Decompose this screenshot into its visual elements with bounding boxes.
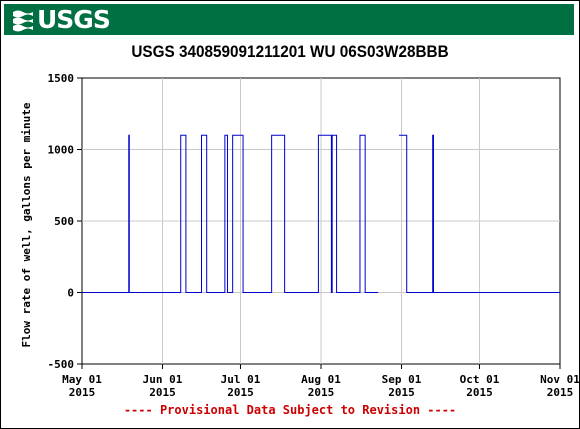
chart-title: USGS 340859091211201 WU 06S03W28BBB [131, 42, 449, 61]
y-axis-label: Flow rate of well, gallons per minute [20, 102, 33, 347]
y-tick-label: 1000 [48, 144, 75, 157]
x-tick-label: Jun 01 [143, 373, 183, 386]
x-tick-label: May 01 [62, 373, 102, 386]
y-tick-label: 0 [67, 287, 74, 300]
usgs-banner: USGS [4, 4, 574, 35]
x-tick-label: Aug 01 [301, 373, 341, 386]
x-tick-label: Oct 01 [460, 373, 500, 386]
x-tick-year-label: 2015 [466, 386, 493, 399]
usgs-logo[interactable]: USGS [12, 5, 111, 34]
x-tick-year-label: 2015 [149, 386, 176, 399]
x-tick-year-label: 2015 [547, 386, 574, 399]
series-line [398, 134, 560, 293]
y-tick-label: 500 [54, 215, 74, 228]
series-line [82, 134, 379, 293]
y-tick-label: -500 [48, 358, 75, 371]
x-tick-year-label: 2015 [227, 386, 254, 399]
x-tick-year-label: 2015 [69, 386, 96, 399]
usgs-logo-text: USGS [37, 5, 111, 34]
x-tick-label: Nov 01 [540, 373, 580, 386]
y-tick-label: 1500 [48, 72, 75, 85]
usgs-wave-icon [13, 10, 33, 31]
provisional-footnote: ---- Provisional Data Subject to Revisio… [123, 403, 457, 417]
y-axis: -500 0 500 1000 1500 [48, 72, 82, 371]
x-tick-year-label: 2015 [308, 386, 335, 399]
x-tick-label: Sep 01 [382, 373, 422, 386]
x-tick-year-label: 2015 [388, 386, 415, 399]
flow-series [82, 134, 560, 293]
x-tick-label: Jul 01 [221, 373, 261, 386]
